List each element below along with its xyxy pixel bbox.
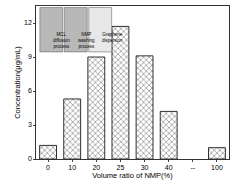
svg-text:30: 30 bbox=[141, 164, 149, 171]
svg-text:10: 10 bbox=[68, 164, 76, 171]
svg-text:25: 25 bbox=[117, 164, 125, 171]
svg-text:Concentration(μg/mL): Concentration(μg/mL) bbox=[13, 46, 22, 119]
svg-text:20: 20 bbox=[92, 164, 100, 171]
svg-text:40: 40 bbox=[165, 164, 173, 171]
svg-text:NMPwashingprocess: NMPwashingprocess bbox=[78, 32, 95, 49]
svg-text:100: 100 bbox=[211, 164, 223, 171]
svg-text:MCLdiffusionprocess: MCLdiffusionprocess bbox=[53, 32, 70, 49]
svg-text:12: 12 bbox=[24, 19, 32, 26]
svg-text:0: 0 bbox=[46, 164, 50, 171]
svg-text:6: 6 bbox=[28, 87, 32, 94]
svg-text:--: -- bbox=[190, 164, 195, 171]
svg-text:9: 9 bbox=[28, 53, 32, 60]
svg-text:0: 0 bbox=[28, 155, 32, 162]
svg-text:Graphenedispersion: Graphenedispersion bbox=[102, 32, 123, 43]
svg-text:3: 3 bbox=[28, 121, 32, 128]
svg-text:Volume ratio of NMP(%): Volume ratio of NMP(%) bbox=[92, 171, 173, 180]
